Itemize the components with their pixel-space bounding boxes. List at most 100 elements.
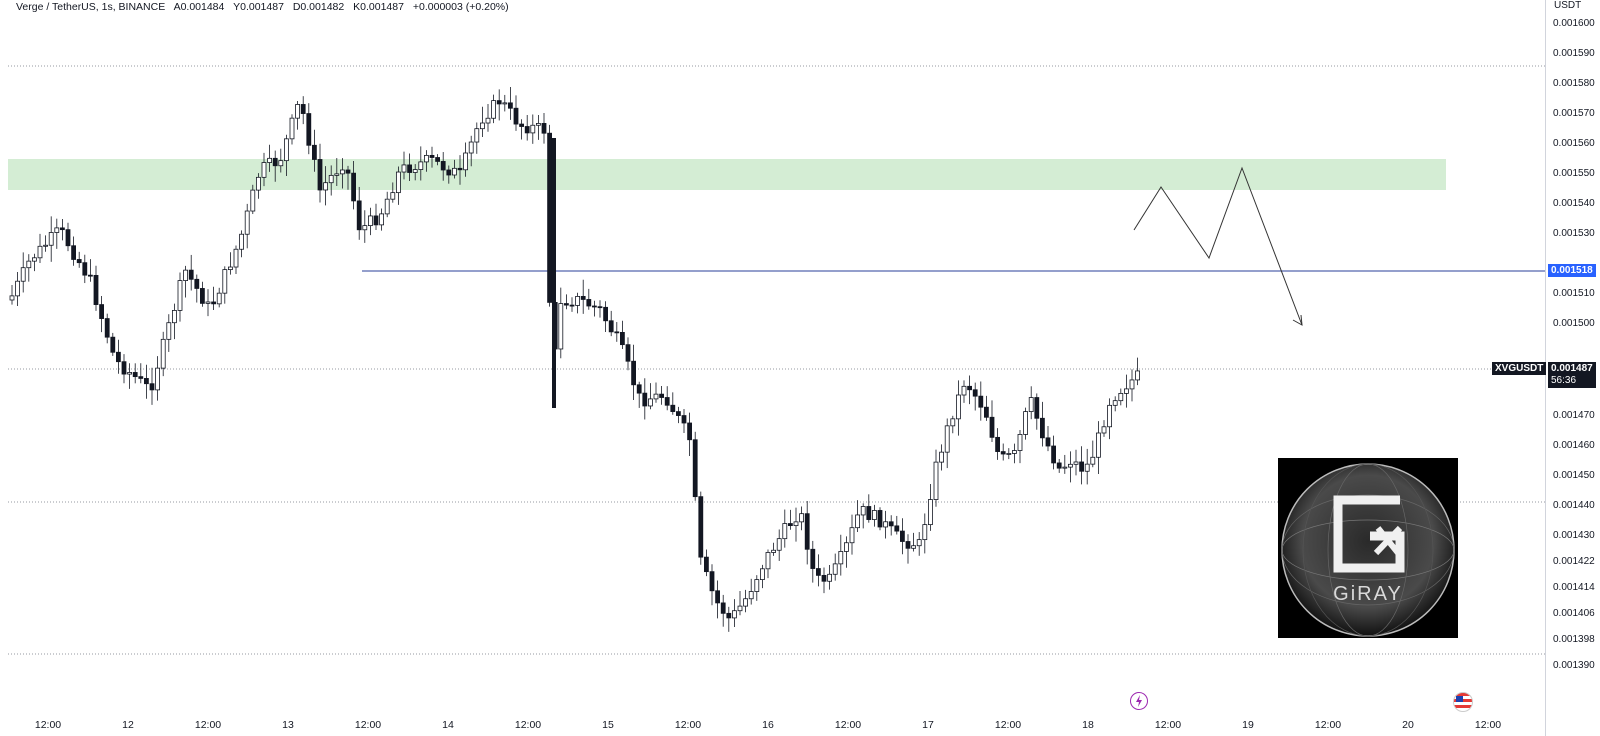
candle-body <box>698 496 704 558</box>
candle-body <box>295 104 301 119</box>
candle-body <box>507 102 513 109</box>
candle-body <box>670 404 676 412</box>
time-tick-label: 12:00 <box>194 719 222 731</box>
symbol-legend[interactable]: Verge / TetherUS, 1s, BINANCE A0.001484 … <box>16 1 515 13</box>
symbol-name[interactable]: Verge / TetherUS, 1s, BINANCE <box>16 1 166 13</box>
supply-zone[interactable] <box>8 159 1446 190</box>
candle-body <box>821 574 827 582</box>
candle-body <box>485 117 491 124</box>
price-tick-label: 0.001390 <box>1553 660 1595 671</box>
candle-body <box>648 398 653 407</box>
candle-body <box>227 266 233 271</box>
time-axis[interactable] <box>0 700 1545 736</box>
candle-body <box>311 144 317 160</box>
time-tick-label: 12:00 <box>1154 719 1182 731</box>
candle-body <box>905 541 911 549</box>
candle-body <box>575 296 580 306</box>
candle-body <box>373 215 379 226</box>
candle-body <box>866 506 872 520</box>
candle-body <box>676 411 681 416</box>
candle-body <box>155 367 161 391</box>
candle-body <box>620 332 625 346</box>
ohlc-open: A0.001484 <box>173 1 225 13</box>
price-tick-label: 0.001510 <box>1553 288 1595 299</box>
candle-body <box>726 612 732 619</box>
candle-body <box>1101 426 1107 434</box>
candle-body <box>989 416 995 438</box>
time-tick-label: 12 <box>122 719 134 731</box>
candle-body <box>748 591 754 600</box>
candle-body <box>580 296 586 300</box>
candle-body <box>944 425 950 453</box>
time-tick-label: 12:00 <box>514 719 542 731</box>
symbol-price-tag[interactable]: XVGUSDT <box>1492 362 1547 375</box>
candle-body <box>961 385 967 396</box>
candle-body <box>1073 461 1079 465</box>
candle-body <box>104 318 110 338</box>
candle-body <box>20 267 26 282</box>
candle-body <box>474 128 480 143</box>
us-flag-icon[interactable] <box>1453 692 1473 712</box>
lightning-icon[interactable] <box>1130 692 1148 710</box>
candle-body <box>536 123 541 126</box>
candle-body <box>592 305 597 308</box>
candle-body <box>60 227 65 231</box>
candle-body <box>793 521 799 527</box>
price-tick-label: 0.001414 <box>1553 582 1595 593</box>
candle-body <box>810 548 816 569</box>
candle-body <box>244 210 250 235</box>
time-tick-label: 15 <box>602 719 614 731</box>
candle-body <box>328 174 334 184</box>
candle-body <box>956 394 961 420</box>
time-tick-label: 18 <box>1082 719 1094 731</box>
candle-body <box>429 154 435 158</box>
candle-body <box>776 538 782 551</box>
candle-body <box>1023 411 1028 435</box>
chart-canvas[interactable] <box>0 0 1545 700</box>
candle-body <box>524 126 530 134</box>
candle-body <box>188 269 194 280</box>
candle-body <box>205 301 211 304</box>
candle-body <box>255 176 261 191</box>
price-tick-label: 0.001530 <box>1553 228 1595 239</box>
candle-body <box>440 161 446 171</box>
candle-body <box>177 280 183 311</box>
candle-body <box>771 549 776 553</box>
candle-body <box>872 510 877 520</box>
candle-body <box>967 385 972 391</box>
candle-body <box>922 524 928 541</box>
candle-body <box>928 499 933 526</box>
candle-body <box>704 556 709 573</box>
candle-body <box>71 245 76 260</box>
candle-body <box>765 552 771 570</box>
candle-body <box>468 141 474 154</box>
candle-body <box>379 213 385 226</box>
candle-body <box>446 169 452 176</box>
candle-body <box>1045 437 1051 447</box>
candle-body <box>1124 388 1129 394</box>
time-tick-label: 20 <box>1402 719 1414 731</box>
candle-body <box>463 152 469 171</box>
price-tick-label: 0.001450 <box>1553 470 1595 481</box>
candle-body <box>496 100 502 105</box>
candle-body <box>48 232 54 246</box>
current-price-tag[interactable]: 0.001487 56:36 <box>1548 362 1596 388</box>
candle-body <box>513 107 519 125</box>
ohlc-change: +0.000003 (+0.20%) <box>412 1 509 13</box>
logo-text: GiRAY <box>1333 583 1403 605</box>
price-tick-label: 0.001460 <box>1553 440 1595 451</box>
price-tick-label: 0.001406 <box>1553 608 1595 619</box>
candle-body <box>233 248 239 268</box>
blue-line-price-tag[interactable]: 0.001518 <box>1548 264 1596 277</box>
time-tick-label: 14 <box>442 719 454 731</box>
candle-body <box>502 102 508 105</box>
projection-path[interactable] <box>1133 166 1303 326</box>
time-tick-label: 19 <box>1242 719 1254 731</box>
price-tick-label: 0.001540 <box>1553 198 1595 209</box>
time-tick-label: 12:00 <box>1314 719 1342 731</box>
candle-body <box>32 257 37 262</box>
candle-body <box>636 384 642 394</box>
price-tick-label: 0.001440 <box>1553 500 1595 511</box>
price-tick-label: 0.001398 <box>1553 634 1595 645</box>
current-price-value: 0.001487 <box>1551 363 1593 374</box>
